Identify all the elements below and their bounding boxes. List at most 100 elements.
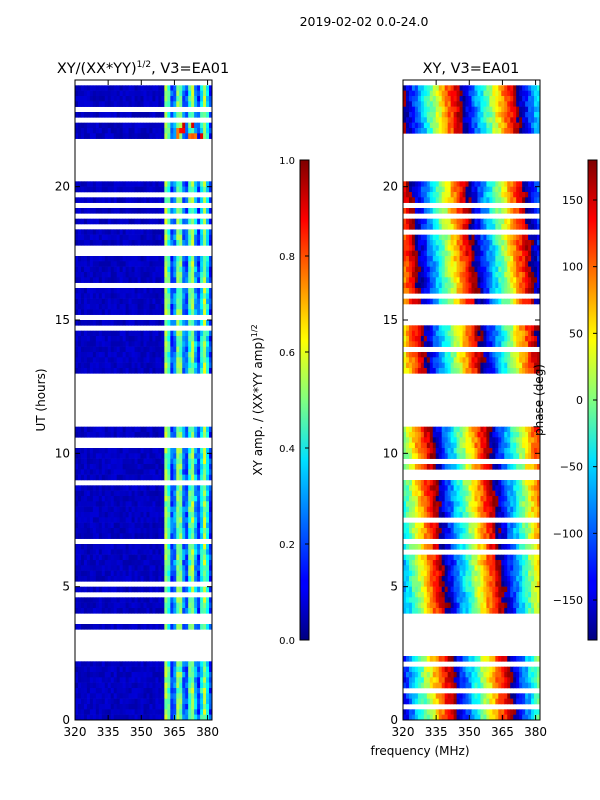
heatmap-cell (534, 277, 538, 283)
heatmap-cell (403, 240, 407, 246)
heatmap-cell (182, 490, 186, 497)
heatmap-cell (191, 293, 195, 299)
heatmap-cell (77, 661, 82, 667)
heatmap-cell (125, 661, 130, 667)
heatmap-cell (480, 234, 484, 241)
heatmap-cell (435, 261, 440, 267)
heatmap-cell (146, 288, 150, 294)
heatmap-cell (161, 544, 165, 550)
heatmap-cell (495, 240, 499, 246)
heatmap-cell (134, 533, 138, 539)
heatmap-cell (95, 570, 100, 577)
heatmap-cell (146, 122, 150, 129)
heatmap-cell (95, 277, 100, 283)
heatmap-cell (504, 250, 508, 257)
heatmap-cell (119, 330, 124, 337)
heatmap-cell (155, 261, 159, 267)
heatmap-cell (167, 597, 171, 603)
heatmap-cell (188, 586, 192, 593)
heatmap-cell (462, 218, 466, 225)
heatmap-cell (77, 96, 82, 102)
heatmap-cell (182, 256, 186, 262)
heatmap-cell (185, 229, 189, 235)
heatmap-cell (146, 352, 150, 358)
heatmap-cell (465, 298, 469, 305)
heatmap-cell (167, 570, 171, 577)
heatmap-cell (86, 469, 91, 475)
heatmap-cell (209, 234, 213, 241)
heatmap-cell (134, 293, 138, 299)
heatmap-cell (98, 90, 103, 97)
heatmap-cell (170, 426, 174, 433)
heatmap-cell (158, 490, 162, 497)
heatmap-cell (525, 122, 529, 129)
heatmap-cell (131, 320, 135, 326)
heatmap-cell (80, 570, 85, 577)
heatmap-cell (116, 96, 121, 102)
heatmap-cell (164, 666, 168, 673)
heatmap-cell (122, 101, 127, 107)
heatmap-cell (125, 474, 130, 481)
heatmap-cell (173, 677, 177, 683)
heatmap-cell (417, 266, 422, 273)
heatmap-cell (176, 261, 180, 267)
heatmap-cell (164, 709, 168, 715)
heatmap-cell (80, 586, 85, 593)
heatmap-cell (104, 624, 109, 630)
heatmap-cell (480, 277, 484, 283)
heatmap-cell (441, 128, 446, 134)
heatmap-cell (164, 490, 168, 497)
heatmap-cell (179, 597, 183, 603)
heatmap-cell (441, 96, 446, 102)
heatmap-cell (468, 208, 472, 214)
heatmap-cell (101, 560, 106, 566)
heatmap-cell (206, 266, 210, 273)
heatmap-cell (134, 624, 138, 630)
heatmap-cell (158, 240, 162, 246)
heatmap-cell (83, 101, 88, 107)
heatmap-cell (194, 693, 198, 699)
heatmap-cell (95, 704, 100, 710)
heatmap-cell (537, 261, 541, 267)
heatmap-cell (456, 277, 460, 283)
heatmap-cell (420, 261, 425, 267)
heatmap-cell (453, 106, 458, 113)
heatmap-cell (191, 341, 195, 347)
heatmap-cell (453, 325, 458, 331)
heatmap-cell (143, 90, 147, 97)
heatmap-cell (155, 672, 159, 678)
heatmap-cell (534, 117, 538, 123)
heatmap-cell (450, 277, 455, 283)
heatmap-cell (444, 85, 449, 91)
heatmap-cell (155, 485, 159, 491)
heatmap-cell (137, 501, 141, 507)
heatmap-cell (474, 325, 478, 331)
heatmap-cell (185, 490, 189, 497)
heatmap-cell (155, 714, 159, 721)
heatmap-cell (188, 266, 192, 273)
heatmap-cell (75, 240, 79, 246)
heatmap-cell (167, 90, 171, 97)
heatmap-cell (122, 197, 127, 203)
heatmap-cell (203, 464, 207, 470)
heatmap-cell (155, 533, 159, 539)
heatmap-cell (95, 448, 100, 454)
heatmap-cell (125, 272, 130, 278)
heatmap-cell (113, 362, 118, 369)
heatmap-cell (507, 197, 511, 203)
heatmap-cell (113, 96, 118, 102)
heatmap-cell (492, 298, 496, 305)
heatmap-cell (197, 181, 201, 187)
heatmap-cell (441, 106, 446, 113)
heatmap-cell (137, 101, 141, 107)
heatmap-cell (116, 101, 121, 107)
heatmap-cell (146, 266, 150, 273)
heatmap-cell (429, 96, 434, 102)
heatmap-cell (134, 346, 138, 353)
heatmap-cell (450, 234, 455, 241)
heatmap-cell (519, 218, 523, 225)
heatmap-cell (197, 576, 201, 582)
heatmap-cell (140, 501, 144, 507)
heatmap-cell (77, 346, 82, 353)
heatmap-cell (197, 352, 201, 358)
